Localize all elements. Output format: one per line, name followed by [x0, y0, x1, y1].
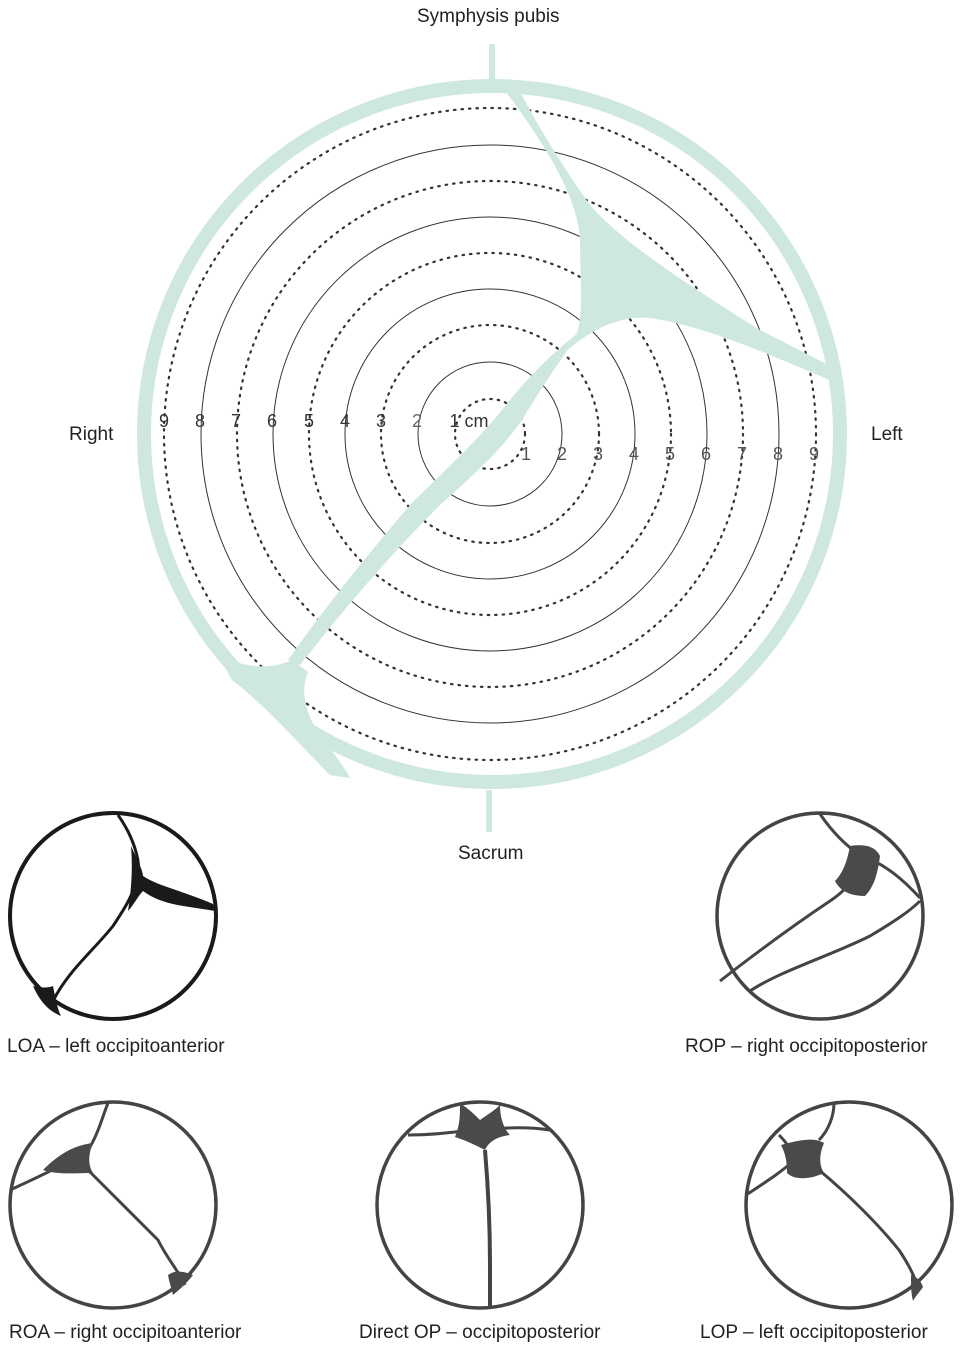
- right-side-label: Right: [69, 424, 114, 445]
- scale-number: 9: [809, 444, 819, 464]
- ring-7cm: [235, 179, 745, 689]
- sacrum-label: Sacrum: [458, 843, 524, 864]
- scale-number: 7: [231, 411, 241, 431]
- left-side-label: Left: [871, 424, 903, 445]
- rop-caption: ROP – right occipitoposterior: [685, 1036, 928, 1057]
- ring-4cm: [344, 288, 636, 580]
- scale-number: 3: [593, 444, 603, 464]
- roa-caption: ROA – right occipitoanterior: [9, 1322, 242, 1343]
- scale-number: 1: [521, 444, 531, 464]
- scale-number: 5: [304, 411, 314, 431]
- lop-head-diagram: [744, 1100, 954, 1310]
- ring-1cm: [453, 397, 527, 471]
- posterior-fontanelle-shape: [500, 84, 842, 382]
- center-unit-label: 1 cm: [449, 411, 488, 431]
- scale-number: 4: [629, 444, 639, 464]
- op-head-diagram: [375, 1100, 585, 1310]
- scale-number: 7: [737, 444, 747, 464]
- right-scale-numbers: 1 2 3 4 5 6 7 8 9: [521, 444, 819, 464]
- sutures: [218, 84, 842, 778]
- scale-number: 3: [376, 411, 386, 431]
- scale-number: 6: [701, 444, 711, 464]
- symphysis-pubis-marker: [489, 44, 495, 80]
- left-scale-numbers: 9 8 7 6 5 4 3 2: [159, 411, 422, 431]
- scale-number: 8: [195, 411, 205, 431]
- dilation-rings: [162, 106, 818, 762]
- ring-6cm: [272, 216, 708, 652]
- main-head-diagram: 9 8 7 6 5 4 3 2 1 cm 1 2 3 4 5 6 7 8 9: [137, 44, 847, 832]
- ring-8cm: [200, 144, 780, 724]
- sagittal-suture: [288, 330, 582, 665]
- scale-number: 4: [340, 411, 350, 431]
- scale-number: 5: [665, 444, 675, 464]
- fetal-head-outline: [137, 79, 847, 789]
- loa-caption: LOA – left occipitoanterior: [7, 1036, 225, 1057]
- ring-2cm: [417, 361, 563, 507]
- ring-5cm: [307, 251, 673, 617]
- scale-number: 2: [412, 411, 422, 431]
- anterior-fontanelle-shape: [218, 655, 350, 778]
- op-caption: Direct OP – occipitoposterior: [359, 1322, 601, 1343]
- scale-number: 9: [159, 411, 169, 431]
- rop-head-diagram: [715, 811, 925, 1021]
- ring-9cm: [162, 106, 818, 762]
- lop-caption: LOP – left occipitoposterior: [700, 1322, 928, 1343]
- scale-number: 6: [267, 411, 277, 431]
- scale-number: 8: [773, 444, 783, 464]
- symphysis-pubis-label: Symphysis pubis: [417, 6, 560, 27]
- loa-head-diagram: [8, 811, 218, 1021]
- ring-3cm: [379, 323, 601, 545]
- sacrum-marker: [486, 790, 492, 832]
- roa-head-diagram: [8, 1100, 218, 1310]
- scale-number: 2: [557, 444, 567, 464]
